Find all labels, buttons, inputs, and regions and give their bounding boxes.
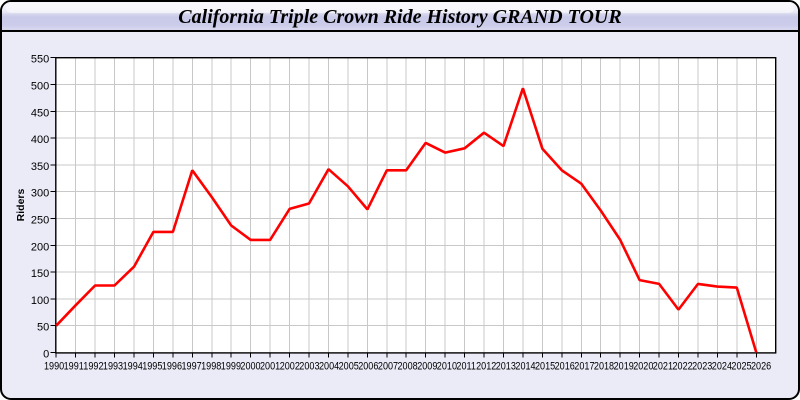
svg-text:2005: 2005: [339, 361, 360, 373]
svg-text:0: 0: [43, 349, 49, 361]
svg-text:2026: 2026: [751, 361, 772, 373]
svg-text:1994: 1994: [123, 361, 144, 373]
svg-text:1995: 1995: [142, 361, 163, 373]
svg-text:2023: 2023: [692, 361, 713, 373]
svg-text:100: 100: [31, 295, 49, 307]
svg-text:2025: 2025: [731, 361, 752, 373]
svg-text:2020: 2020: [633, 361, 654, 373]
svg-text:400: 400: [31, 134, 49, 146]
svg-text:2016: 2016: [555, 361, 576, 373]
svg-text:1991: 1991: [64, 361, 85, 373]
svg-text:2007: 2007: [378, 361, 399, 373]
svg-text:2022: 2022: [673, 361, 694, 373]
svg-text:2006: 2006: [358, 361, 379, 373]
svg-text:1993: 1993: [103, 361, 124, 373]
svg-text:2014: 2014: [515, 361, 536, 373]
svg-text:2001: 2001: [260, 361, 281, 373]
svg-text:2003: 2003: [299, 361, 320, 373]
svg-text:200: 200: [31, 241, 49, 253]
svg-text:1999: 1999: [221, 361, 242, 373]
svg-text:2011: 2011: [456, 361, 476, 373]
svg-text:1998: 1998: [201, 361, 222, 373]
svg-text:2024: 2024: [712, 361, 733, 373]
svg-text:1990: 1990: [44, 361, 65, 373]
svg-text:1996: 1996: [162, 361, 183, 373]
svg-text:2010: 2010: [437, 361, 458, 373]
svg-text:2017: 2017: [574, 361, 595, 373]
svg-text:2004: 2004: [319, 361, 340, 373]
svg-text:1992: 1992: [83, 361, 104, 373]
svg-text:2018: 2018: [594, 361, 615, 373]
svg-text:2012: 2012: [476, 361, 497, 373]
svg-text:2015: 2015: [535, 361, 556, 373]
svg-text:2002: 2002: [280, 361, 301, 373]
svg-text:1997: 1997: [182, 361, 203, 373]
svg-text:350: 350: [31, 161, 49, 173]
svg-text:50: 50: [37, 322, 49, 334]
svg-text:150: 150: [31, 268, 49, 280]
svg-text:2013: 2013: [496, 361, 517, 373]
svg-text:Riders: Riders: [15, 189, 27, 222]
svg-text:2009: 2009: [417, 361, 438, 373]
svg-text:450: 450: [31, 107, 49, 119]
svg-text:2000: 2000: [240, 361, 261, 373]
svg-text:550: 550: [31, 54, 49, 66]
svg-text:300: 300: [31, 188, 49, 200]
svg-text:500: 500: [31, 81, 49, 93]
svg-text:250: 250: [31, 215, 49, 227]
svg-text:2019: 2019: [614, 361, 635, 373]
svg-text:2008: 2008: [398, 361, 419, 373]
svg-text:2021: 2021: [653, 361, 674, 373]
